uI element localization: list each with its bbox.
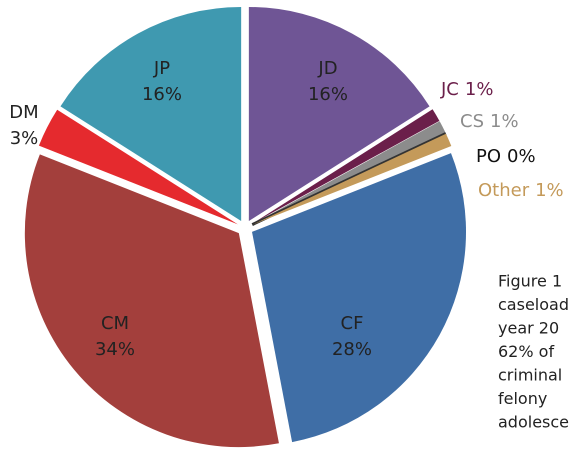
caption-line: caseload — [498, 295, 569, 314]
slice-label: PO 0% — [476, 146, 536, 167]
pie-slice — [38, 109, 238, 225]
slice-name: CS — [460, 111, 484, 132]
pie-slice — [252, 121, 446, 225]
caption-line: felony — [498, 389, 547, 408]
slice-label: CF 28% — [332, 313, 372, 360]
slice-name: CF — [341, 313, 364, 334]
slice-percent: 0% — [507, 146, 536, 167]
slice-percent: 16% — [308, 84, 348, 105]
pie-slice — [24, 154, 279, 448]
slice-name: Other — [478, 180, 530, 201]
slice-name: JC — [440, 79, 459, 100]
caption-line: Figure 1 — [498, 272, 562, 291]
pie-slice — [251, 109, 440, 224]
slice-name: PO — [476, 146, 501, 167]
pie-slice — [252, 133, 452, 225]
slice-percent: 16% — [142, 84, 182, 105]
slice-label: JC 1% — [440, 79, 493, 100]
caption-line: criminal — [498, 366, 562, 385]
caption-line: 62% of — [498, 342, 554, 361]
caption-line: adolesce — [498, 413, 569, 432]
pie-slice — [60, 6, 242, 221]
slice-label: DM 3% — [9, 102, 38, 149]
slice-percent: 28% — [332, 339, 372, 360]
pie-slice — [248, 6, 430, 221]
slice-label: CM 34% — [95, 313, 135, 360]
slice-name: JD — [317, 58, 337, 79]
slice-label: JD 16% — [308, 58, 348, 105]
slice-percent: 1% — [465, 79, 494, 100]
slice-label: JP 16% — [142, 58, 182, 105]
slice-percent: 3% — [10, 128, 39, 149]
slice-percent: 34% — [95, 339, 135, 360]
slice-name: DM — [9, 102, 38, 123]
slice-name: CM — [101, 313, 129, 334]
slice-label: CS 1% — [460, 111, 519, 132]
slice-percent: 1% — [535, 180, 564, 201]
pie-slice — [252, 153, 467, 443]
slice-label: Other 1% — [478, 180, 564, 201]
slice-name: JP — [153, 58, 170, 79]
caption-line: year 20 — [498, 319, 559, 338]
slice-percent: 1% — [490, 111, 519, 132]
